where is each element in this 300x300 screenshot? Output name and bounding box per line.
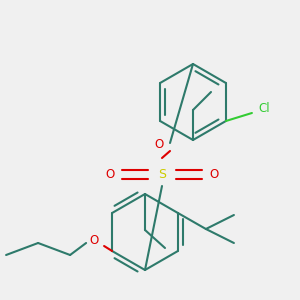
Text: O: O [105,167,115,181]
Text: S: S [158,169,166,182]
Text: O: O [154,139,164,152]
Text: O: O [209,167,219,181]
Text: Cl: Cl [258,103,270,116]
Text: O: O [89,235,99,248]
